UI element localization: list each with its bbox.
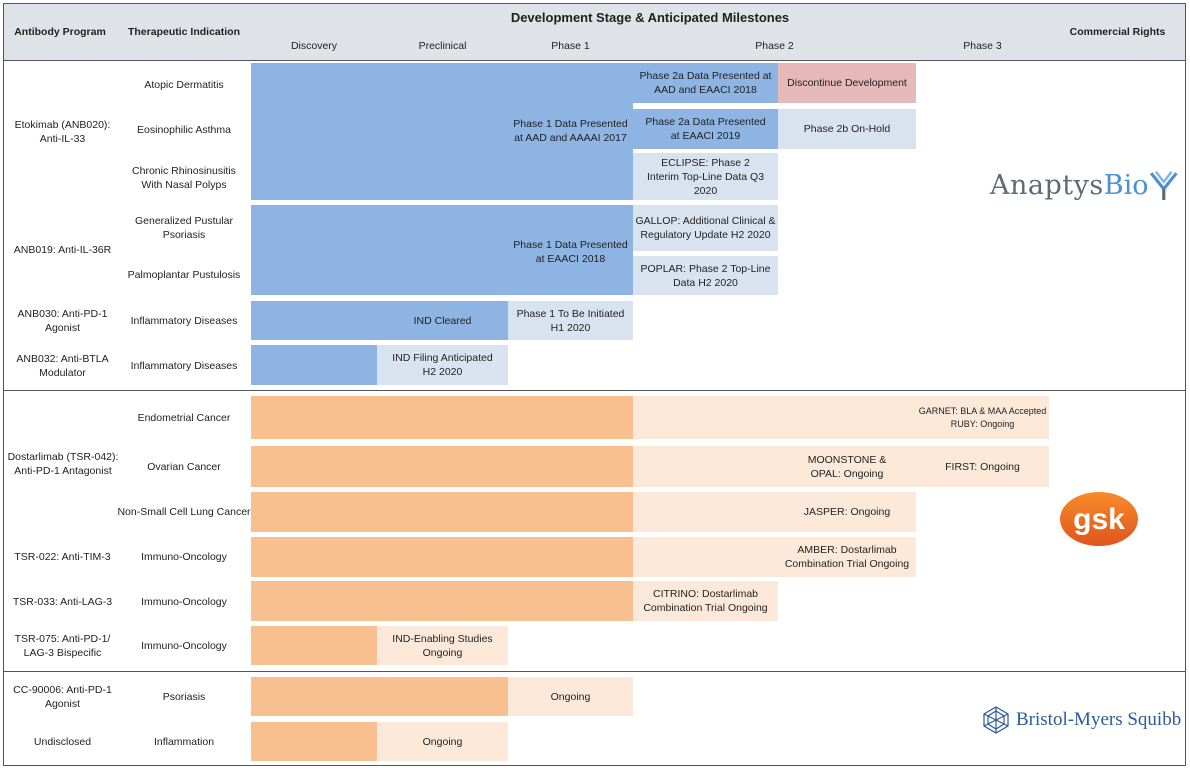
indication-nsclc: Non-Small Cell Lung Cancer	[117, 506, 251, 518]
indication-inflammatory-diseases-anb032: Inflammatory Diseases	[130, 360, 238, 372]
progress-bar-tsr022	[251, 537, 633, 577]
milestone-tsr033: CITRINO: Dostarlimab Combination Trial O…	[633, 581, 778, 621]
indication-immuno-oncology-tsr075: Immuno-Oncology	[141, 640, 227, 652]
progress-bar-ovarian	[251, 446, 633, 487]
header-antibody-program: Antibody Program	[14, 26, 106, 38]
progress-bar-ovarian-late	[633, 446, 1049, 487]
program-tsr075: TSR-075: Anti-PD-1/ LAG-3 Bispecific	[14, 633, 111, 659]
header-band	[3, 3, 1186, 61]
progress-bar-cc90006	[251, 677, 508, 716]
progress-bar-tsr033	[251, 581, 633, 621]
bms-emblem-icon	[983, 706, 1009, 734]
milestone-tsr075: IND-Enabling Studies Ongoing	[377, 626, 508, 665]
bms-wordmark: Bristol-Myers Squibb	[1016, 709, 1182, 730]
milestone-ad-discontinue: Discontinue Development	[778, 63, 916, 103]
milestone-anb030-phase1: Phase 1 To Be Initiated H1 2020	[508, 301, 633, 340]
milestone-ovarian-phase3: FIRST: Ongoing	[945, 460, 1020, 473]
indication-inflammatory-diseases-anb030: Inflammatory Diseases	[130, 315, 238, 327]
milestone-ovarian-phase2: MOONSTONE & OPAL: Ongoing	[807, 453, 887, 480]
indication-atopic-dermatitis: Atopic Dermatitis	[144, 79, 224, 91]
indication-immuno-oncology-tsr033: Immuno-Oncology	[141, 596, 227, 608]
program-anb030: ANB030: Anti-PD-1 Agonist	[17, 308, 108, 334]
progress-bar-etokimab	[251, 63, 633, 200]
header-therapeutic-indication: Therapeutic Indication	[127, 26, 240, 38]
milestone-ppp-phase2: POPLAR: Phase 2 Top-Line Data H2 2020	[633, 256, 778, 295]
progress-bar-tsr022-late	[633, 537, 916, 577]
progress-bar-anb030	[251, 301, 508, 340]
milestone-etokimab-phase1: Phase 1 Data Presented at AAD and AAAAI …	[513, 118, 628, 144]
indication-psoriasis: Psoriasis	[162, 691, 206, 703]
bio-wordmark: Bio	[1103, 169, 1149, 201]
program-anb032: ANB032: Anti-BTLA Modulator	[16, 353, 109, 379]
program-cc90006: CC-90006: Anti-PD-1 Agonist	[13, 684, 112, 710]
header-stage-title: Development Stage & Anticipated Mileston…	[510, 10, 790, 25]
progress-bar-anb019	[251, 205, 633, 295]
milestone-nsclc: JASPER: Ongoing	[803, 506, 891, 518]
milestone-gpp-phase2: GALLOP: Additional Clinical & Regulatory…	[633, 205, 778, 251]
gsk-wordmark: gsk	[1073, 503, 1125, 536]
section-divider-gsk	[3, 390, 1186, 391]
milestone-endometrial: GARNET: BLA & MAA Accepted RUBY: Ongoing	[918, 406, 1047, 429]
indication-chronic-rhinosinusitis: Chronic Rhinosinusitis With Nasal Polyps	[132, 165, 236, 191]
indication-inflammation: Inflammation	[153, 736, 215, 748]
milestone-ea-phase2: Phase 2a Data Presented at EAACI 2019	[633, 109, 778, 149]
progress-bar-nsclc-late	[633, 492, 916, 532]
milestone-crs-phase2: ECLIPSE: Phase 2 Interim Top-Line Data Q…	[633, 153, 778, 200]
program-anb019: ANB019: Anti-IL-36R	[13, 244, 112, 256]
indication-palmoplantar-pustulosis: Palmoplantar Pustulosis	[127, 269, 241, 281]
program-tsr022: TSR-022: Anti-TIM-3	[14, 551, 111, 563]
progress-bar-endometrial	[251, 396, 633, 439]
progress-bar-endometrial-late	[633, 396, 1049, 439]
milestone-ad-phase2: Phase 2a Data Presented at AAD and EAACI…	[633, 63, 778, 103]
progress-bar-anb032	[251, 345, 377, 385]
progress-bar-undisclosed	[251, 722, 377, 761]
indication-eosinophilic-asthma: Eosinophilic Asthma	[137, 124, 231, 136]
milestone-cc90006: Ongoing	[508, 677, 633, 716]
anaptys-wordmark: Anaptys	[990, 169, 1104, 201]
milestone-anb032-preclinical: IND Filing Anticipated H2 2020	[377, 345, 508, 385]
milestone-tsr022: AMBER: Dostarlimab Combination Trial Ong…	[784, 544, 910, 570]
program-undisclosed: Undisclosed	[33, 736, 92, 748]
progress-bar-nsclc	[251, 492, 633, 532]
program-dostarlimab: Dostarlimab (TSR-042): Anti-PD-1 Antagon…	[7, 451, 119, 477]
program-etokimab: Etokimab (ANB020): Anti-IL-33	[14, 119, 111, 145]
anaptysbio-logo: Anaptys Bio	[990, 160, 1180, 210]
milestone-ea-on-hold: Phase 2b On-Hold	[778, 109, 916, 149]
program-tsr033: TSR-033: Anti-LAG-3	[12, 596, 113, 608]
indication-generalized-pustular-psoriasis: Generalized Pustular Psoriasis	[134, 215, 234, 241]
indication-endometrial-cancer: Endometrial Cancer	[137, 412, 231, 424]
indication-ovarian-cancer: Ovarian Cancer	[147, 461, 221, 473]
antibody-y-icon	[1150, 170, 1179, 200]
indication-immuno-oncology-tsr022: Immuno-Oncology	[141, 551, 227, 563]
table-frame	[3, 3, 1186, 766]
milestone-undisclosed: Ongoing	[377, 722, 508, 761]
progress-bar-tsr075	[251, 626, 377, 665]
header-commercial-rights: Commercial Rights	[1069, 26, 1166, 38]
stage-phase-1: Phase 1	[551, 40, 590, 52]
gsk-logo: gsk	[1060, 492, 1138, 546]
stage-preclinical: Preclinical	[418, 40, 467, 52]
milestone-anb030-preclinical: IND Cleared	[413, 314, 472, 327]
stage-phase-2: Phase 2	[755, 40, 794, 52]
stage-phase-3: Phase 3	[963, 40, 1002, 52]
milestone-anb019-phase1: Phase 1 Data Presented at EAACI 2018	[513, 239, 628, 265]
stage-discovery: Discovery	[290, 40, 338, 52]
bms-logo: Bristol-Myers Squibb	[982, 703, 1182, 737]
section-divider-bms	[3, 671, 1186, 672]
